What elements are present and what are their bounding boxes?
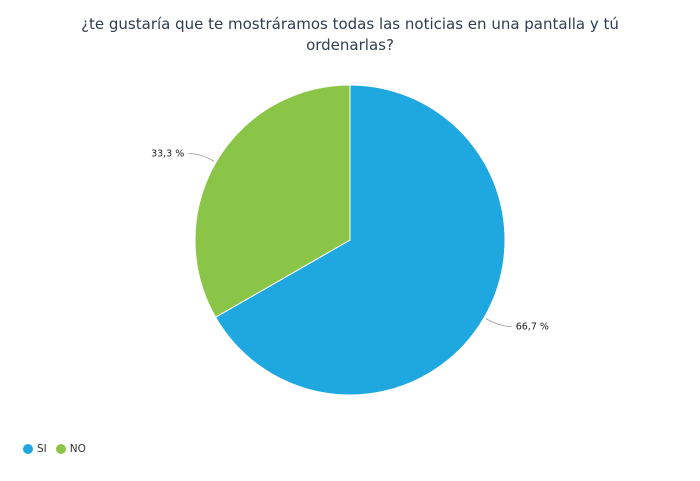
legend-item-no[interactable]: NO — [55, 443, 86, 455]
legend: SI NO — [23, 443, 95, 455]
data-label-no: 33,3 % — [151, 148, 184, 159]
legend-label-no: NO — [69, 443, 86, 455]
leader-line-no — [188, 152, 215, 162]
leader-line-si — [485, 318, 512, 328]
legend-label-si: SI — [37, 443, 47, 455]
legend-item-si[interactable]: SI — [23, 443, 47, 455]
legend-swatch-si — [23, 444, 33, 454]
pie-slice-si[interactable] — [214, 84, 506, 396]
legend-swatch-no — [55, 444, 66, 454]
data-label-si: 66,7 % — [516, 322, 549, 333]
pie-slice-no[interactable] — [194, 84, 351, 318]
chart-title: ¿te gustaría que te mostráramos todas la… — [81, 15, 619, 54]
